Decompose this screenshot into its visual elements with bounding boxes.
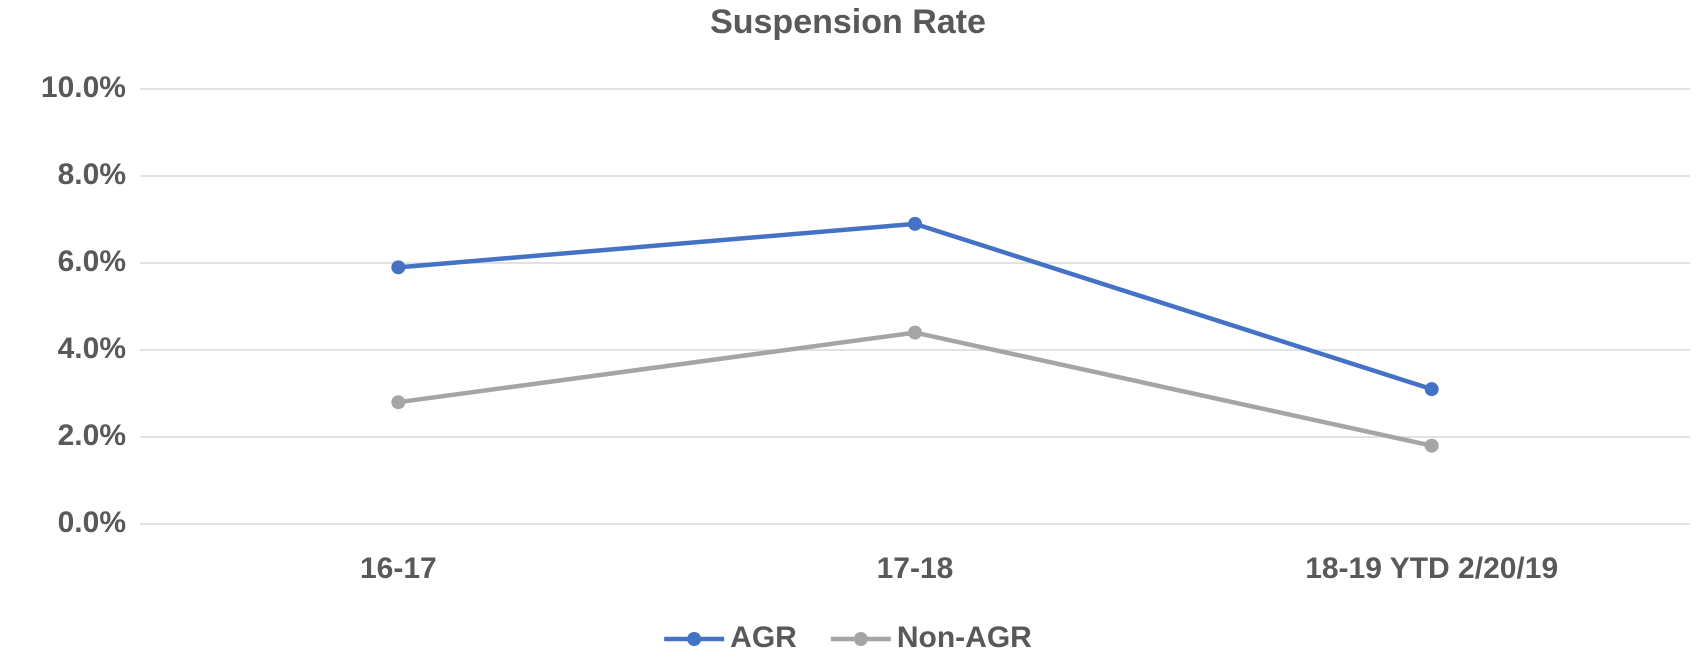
legend-label: Non-AGR (897, 621, 1032, 654)
y-tick-label: 2.0% (58, 419, 126, 452)
x-tick-label: 18-19 YTD 2/20/19 (1305, 552, 1558, 585)
legend-marker (687, 632, 702, 646)
y-tick-label: 8.0% (58, 158, 126, 191)
data-point (391, 395, 406, 410)
x-tick-label: 17-18 (877, 552, 954, 585)
data-point (1424, 438, 1439, 453)
series-line (398, 221, 1433, 392)
data-point (908, 325, 922, 340)
y-tick-label: 4.0% (58, 332, 126, 365)
data-point (391, 260, 406, 275)
legend-label: AGR (730, 621, 797, 654)
legend-item: Non-AGR (830, 621, 1032, 654)
legend-marker (853, 632, 868, 646)
chart-title: Suspension Rate (710, 3, 986, 41)
data-point (908, 216, 922, 231)
data-point (1424, 382, 1439, 397)
legend-item: AGR (664, 621, 797, 654)
x-tick-label: 16-17 (360, 552, 437, 585)
y-tick-label: 10.0% (41, 71, 126, 104)
y-tick-label: 0.0% (58, 506, 126, 539)
y-tick-label: 6.0% (58, 245, 126, 278)
